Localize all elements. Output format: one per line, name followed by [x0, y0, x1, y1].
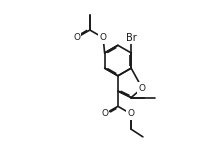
Text: Br: Br [126, 33, 137, 43]
Text: O: O [139, 84, 146, 93]
Text: O: O [100, 33, 107, 42]
Text: O: O [73, 33, 80, 42]
Text: O: O [101, 109, 108, 119]
Text: O: O [128, 109, 135, 119]
